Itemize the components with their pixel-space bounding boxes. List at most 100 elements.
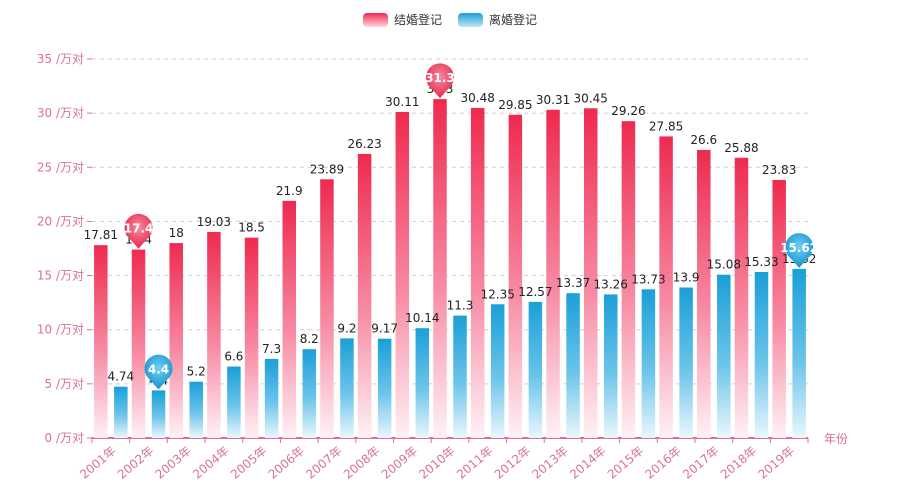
bar-marriage[interactable] xyxy=(583,108,598,439)
bar-marriage[interactable] xyxy=(433,99,447,439)
data-label-divorce: 5.2 xyxy=(187,365,206,379)
data-label-marriage: 17.81 xyxy=(84,228,118,242)
bar-marriage[interactable] xyxy=(470,107,485,439)
data-label-marriage: 29.26 xyxy=(611,104,645,118)
bar-marriage[interactable] xyxy=(772,179,786,438)
legend-swatch-marriage xyxy=(362,12,388,27)
data-label-divorce: 15.33 xyxy=(744,255,778,269)
y-tick-label: 25 /万对 xyxy=(37,160,84,174)
data-label-marriage: 25.88 xyxy=(724,141,758,155)
y-tick-label: 35 /万对 xyxy=(37,52,84,66)
bar-divorce[interactable] xyxy=(792,268,806,438)
data-label-divorce: 6.6 xyxy=(224,350,243,364)
bar-marriage[interactable] xyxy=(131,249,146,438)
y-tick-label: 20 /万对 xyxy=(37,214,84,228)
bar-marriage[interactable] xyxy=(508,114,523,438)
bar-marriage[interactable] xyxy=(94,245,108,438)
x-tick-label: 2013年 xyxy=(529,444,571,482)
data-label-marriage: 18 xyxy=(169,226,184,240)
bar-divorce[interactable] xyxy=(114,386,128,438)
x-tick-label: 2009年 xyxy=(379,444,421,482)
data-label-divorce: 7.3 xyxy=(262,342,281,356)
marriage-min-pin xyxy=(124,213,153,249)
y-tick-label: 15 /万对 xyxy=(37,269,84,283)
data-label-divorce: 11.3 xyxy=(447,299,474,313)
legend-item-divorce[interactable]: 离婚登记 xyxy=(458,11,537,28)
bar-divorce[interactable] xyxy=(603,294,618,438)
bar-divorce[interactable] xyxy=(528,301,543,438)
x-tick-label: 2011年 xyxy=(454,444,496,482)
bar-divorce[interactable] xyxy=(151,390,166,438)
data-label-marriage: 30.31 xyxy=(536,93,570,107)
data-label-marriage: 27.85 xyxy=(649,119,683,133)
x-tick-label: 2018年 xyxy=(718,444,760,482)
y-tick-label: 5 /万对 xyxy=(45,377,85,391)
data-label-marriage: 23.83 xyxy=(762,163,796,177)
x-tick-label: 2002年 xyxy=(115,444,157,482)
bar-marriage[interactable] xyxy=(395,111,410,438)
legend-item-marriage[interactable]: 结婚登记 xyxy=(362,11,442,28)
bar-marriage[interactable] xyxy=(282,200,297,438)
bar-marriage[interactable] xyxy=(169,243,183,438)
bar-divorce[interactable] xyxy=(453,315,467,438)
bar-marriage[interactable] xyxy=(734,157,749,438)
x-tick-label: 2019年 xyxy=(755,444,797,482)
bar-marriage[interactable] xyxy=(320,179,334,439)
bar-divorce[interactable] xyxy=(754,271,769,438)
bar-divorce[interactable] xyxy=(641,289,656,438)
x-tick-label: 2004年 xyxy=(190,444,232,482)
x-tick-label: 2017年 xyxy=(680,444,722,482)
x-tick-label: 2005年 xyxy=(228,444,270,482)
data-label-divorce: 13.26 xyxy=(594,277,628,291)
bar-divorce[interactable] xyxy=(189,381,203,438)
bar-marriage[interactable] xyxy=(621,121,636,438)
x-tick-label: 2015年 xyxy=(605,444,647,482)
x-tick-label: 2016年 xyxy=(642,444,684,482)
data-label-divorce: 12.57 xyxy=(518,285,552,299)
x-tick-label: 2012年 xyxy=(492,444,534,482)
data-label-marriage: 26.6 xyxy=(690,133,717,147)
bar-divorce[interactable] xyxy=(679,287,693,438)
divorce-max-pin xyxy=(785,233,814,268)
data-label-marriage: 19.03 xyxy=(197,215,231,229)
x-tick-label: 2010年 xyxy=(416,444,458,482)
legend-label-divorce: 离婚登记 xyxy=(489,13,538,27)
data-label-divorce: 13.9 xyxy=(673,270,700,284)
bar-marriage[interactable] xyxy=(659,136,673,438)
bar-marriage[interactable] xyxy=(244,237,259,438)
x-tick-label: 2006年 xyxy=(266,444,308,482)
bar-divorce[interactable] xyxy=(340,338,354,438)
legend-label-marriage: 结婚登记 xyxy=(393,13,442,27)
bar-marriage[interactable] xyxy=(357,153,372,439)
bar-divorce[interactable] xyxy=(264,358,279,438)
data-label-divorce: 9.2 xyxy=(337,321,356,335)
data-label-divorce: 15.08 xyxy=(707,258,741,272)
bar-divorce[interactable] xyxy=(227,366,241,438)
bar-divorce[interactable] xyxy=(377,338,392,438)
data-label-marriage: 30.48 xyxy=(461,91,495,105)
x-axis-title: 年份 xyxy=(824,432,848,446)
bar-marriage[interactable] xyxy=(546,109,560,438)
bar-divorce[interactable] xyxy=(566,293,580,438)
bar-divorce[interactable] xyxy=(717,274,731,438)
data-label-divorce: 4.74 xyxy=(107,370,134,384)
data-label-marriage: 21.9 xyxy=(276,184,303,198)
y-tick-label: 0 /万对 xyxy=(45,431,85,445)
bar-marriage[interactable] xyxy=(697,149,711,438)
bar-divorce[interactable] xyxy=(415,328,430,438)
legend-swatch-divorce xyxy=(458,12,483,27)
bar-marriage[interactable] xyxy=(207,231,221,438)
legend: 结婚登记 离婚登记 xyxy=(0,11,900,28)
data-label-divorce: 9.17 xyxy=(371,322,398,336)
y-tick-label: 30 /万对 xyxy=(37,106,84,120)
bar-divorce[interactable] xyxy=(490,304,505,438)
divorce-min-pin xyxy=(144,354,173,390)
data-label-divorce: 10.14 xyxy=(405,311,439,325)
bar-divorce[interactable] xyxy=(302,349,317,438)
data-label-marriage: 30.11 xyxy=(385,95,419,109)
data-label-divorce: 12.35 xyxy=(481,287,515,301)
x-tick-label: 2007年 xyxy=(303,444,345,482)
marriage-max-pin xyxy=(426,63,454,99)
